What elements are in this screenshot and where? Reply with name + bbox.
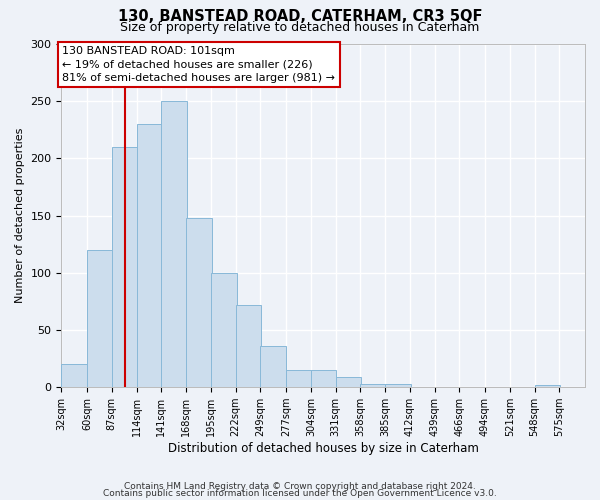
Y-axis label: Number of detached properties: Number of detached properties (15, 128, 25, 304)
Text: 130, BANSTEAD ROAD, CATERHAM, CR3 5QF: 130, BANSTEAD ROAD, CATERHAM, CR3 5QF (118, 9, 482, 24)
Bar (236, 305, 262, 387)
X-axis label: Distribution of detached houses by size in Caterham: Distribution of detached houses by size … (168, 442, 479, 455)
Bar (87, 250, 113, 387)
Bar (286, 370, 312, 387)
Bar (385, 384, 411, 387)
Bar (535, 385, 560, 387)
Bar (311, 370, 337, 387)
Bar (112, 147, 137, 387)
Text: 130 BANSTEAD ROAD: 101sqm
← 19% of detached houses are smaller (226)
81% of semi: 130 BANSTEAD ROAD: 101sqm ← 19% of detac… (62, 46, 335, 82)
Bar (361, 384, 386, 387)
Text: Contains HM Land Registry data © Crown copyright and database right 2024.: Contains HM Land Registry data © Crown c… (124, 482, 476, 491)
Bar (161, 101, 187, 387)
Bar (335, 377, 361, 387)
Bar (61, 364, 87, 387)
Bar (260, 346, 286, 387)
Bar (211, 273, 236, 387)
Text: Contains public sector information licensed under the Open Government Licence v3: Contains public sector information licen… (103, 489, 497, 498)
Bar (186, 218, 212, 387)
Bar (137, 124, 162, 387)
Text: Size of property relative to detached houses in Caterham: Size of property relative to detached ho… (121, 21, 479, 34)
